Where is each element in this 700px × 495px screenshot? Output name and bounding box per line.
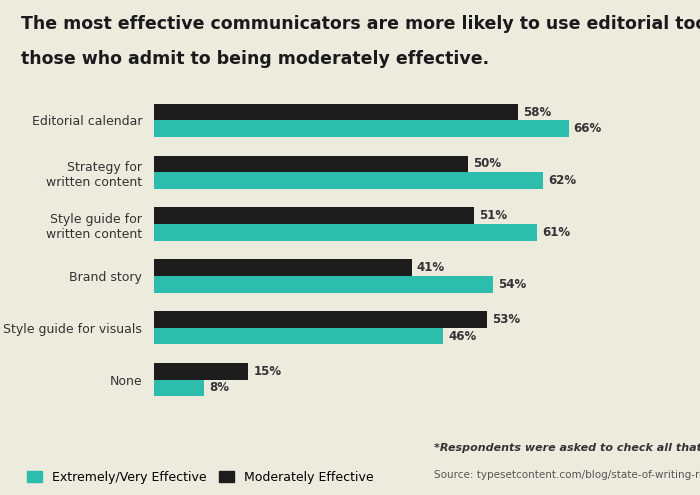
Bar [154, 104, 519, 120]
Text: 46%: 46% [448, 330, 476, 343]
Text: 53%: 53% [492, 313, 520, 326]
Text: 51%: 51% [480, 209, 508, 222]
Text: The most effective communicators are more likely to use editorial tools than: The most effective communicators are mor… [21, 15, 700, 33]
Text: 50%: 50% [473, 157, 501, 170]
Bar [154, 311, 487, 328]
Bar [154, 328, 443, 345]
Bar [154, 207, 475, 224]
Bar [154, 259, 412, 276]
Text: 62%: 62% [549, 174, 577, 187]
Bar [154, 155, 468, 172]
Text: 54%: 54% [498, 278, 526, 291]
Text: 41%: 41% [416, 261, 444, 274]
Text: 66%: 66% [573, 122, 602, 135]
Bar [154, 120, 568, 137]
Bar [154, 276, 494, 293]
Text: 8%: 8% [209, 382, 230, 395]
Text: 58%: 58% [524, 105, 552, 118]
Text: 61%: 61% [542, 226, 570, 239]
Text: *Respondents were asked to check all that apply.: *Respondents were asked to check all tha… [434, 443, 700, 453]
Text: Source: typesetcontent.com/blog/state-of-writing-research/: Source: typesetcontent.com/blog/state-of… [434, 470, 700, 480]
Legend: Extremely/Very Effective, Moderately Effective: Extremely/Very Effective, Moderately Eff… [27, 471, 374, 484]
Text: 15%: 15% [253, 365, 281, 378]
Bar [154, 363, 248, 380]
Text: those who admit to being moderately effective.: those who admit to being moderately effe… [21, 50, 489, 67]
Bar [154, 380, 204, 396]
Bar [154, 224, 537, 241]
Bar [154, 172, 543, 189]
